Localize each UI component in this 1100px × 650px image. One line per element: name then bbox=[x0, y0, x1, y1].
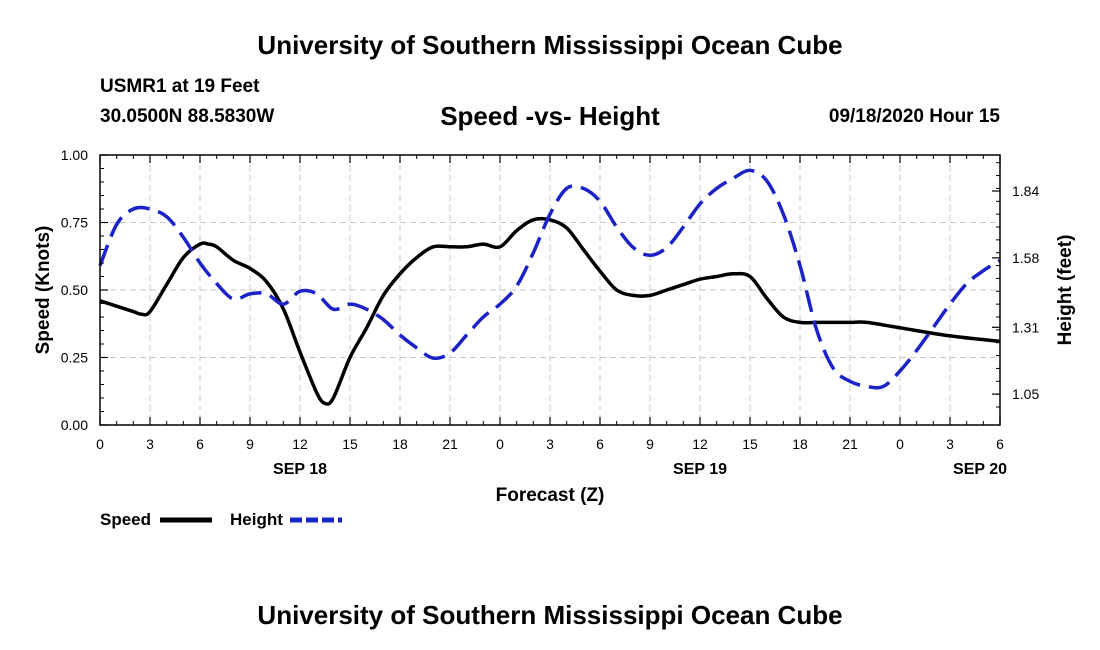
grid bbox=[100, 155, 1000, 425]
series-line-height bbox=[98, 168, 1001, 390]
x-tick-label: 18 bbox=[792, 436, 808, 452]
y-axis-label: Speed (Knots) bbox=[33, 226, 54, 355]
y2-axis-label: Height (feet) bbox=[1055, 235, 1076, 346]
legend-height-label: Height bbox=[230, 510, 283, 529]
x-tick-label: 18 bbox=[392, 436, 408, 452]
x-tick-label: 15 bbox=[742, 436, 758, 452]
date-label: SEP 19 bbox=[673, 461, 727, 478]
forecast-datetime: 09/18/2020 Hour 15 bbox=[828, 106, 1000, 127]
chart-title: Speed -vs- Height bbox=[440, 101, 660, 131]
x-tick-label: 3 bbox=[546, 436, 554, 452]
axes: 0 3 6 9 12 15 18 21 0 3 6 9 12 15 18 21 0 3 6 0.00 0.25 0.50 0… bbox=[61, 147, 1040, 478]
x-tick-label: 0 bbox=[496, 436, 504, 452]
x-tick-label: 12 bbox=[692, 436, 708, 452]
x-tick-label: 12 bbox=[292, 436, 308, 452]
date-label: SEP 20 bbox=[953, 461, 1007, 478]
series-layer bbox=[98, 168, 1001, 406]
x-tick-label: 9 bbox=[646, 436, 654, 452]
legend-speed-label: Speed bbox=[100, 510, 151, 529]
x-tick-label: 3 bbox=[946, 436, 954, 452]
x-tick-label: 0 bbox=[896, 436, 904, 452]
y2-tick-label: 1.31 bbox=[1012, 319, 1039, 335]
x-tick-label: 9 bbox=[246, 436, 254, 452]
y-tick-label: 0.75 bbox=[61, 215, 88, 231]
legend: Speed Height bbox=[100, 510, 342, 529]
x-tick-label: 21 bbox=[442, 436, 458, 452]
x-axis-label: Forecast (Z) bbox=[496, 485, 605, 506]
x-tick-label: 6 bbox=[996, 436, 1004, 452]
station-coordinates: 30.0500N 88.5830W bbox=[100, 106, 275, 127]
y2-tick-label: 1.58 bbox=[1012, 250, 1039, 266]
y-tick-label: 0.00 bbox=[61, 417, 88, 433]
y-tick-label: 0.25 bbox=[61, 350, 88, 366]
x-tick-label: 6 bbox=[196, 436, 204, 452]
station-label: USMR1 at 19 Feet bbox=[100, 76, 260, 97]
footer-title: University of Southern Mississippi Ocean… bbox=[257, 600, 843, 630]
x-tick-label: 21 bbox=[842, 436, 858, 452]
x-tick-label: 0 bbox=[96, 436, 104, 452]
series-line-speed bbox=[99, 216, 1001, 406]
main-title: University of Southern Mississippi Ocean… bbox=[257, 30, 843, 60]
date-label: SEP 18 bbox=[273, 461, 327, 478]
y2-tick-label: 1.05 bbox=[1012, 386, 1039, 402]
x-tick-label: 6 bbox=[596, 436, 604, 452]
y2-tick-label: 1.84 bbox=[1012, 183, 1039, 199]
x-tick-label: 3 bbox=[146, 436, 154, 452]
y-tick-label: 1.00 bbox=[61, 147, 88, 163]
x-tick-label: 15 bbox=[342, 436, 358, 452]
y-tick-label: 0.50 bbox=[61, 282, 88, 298]
